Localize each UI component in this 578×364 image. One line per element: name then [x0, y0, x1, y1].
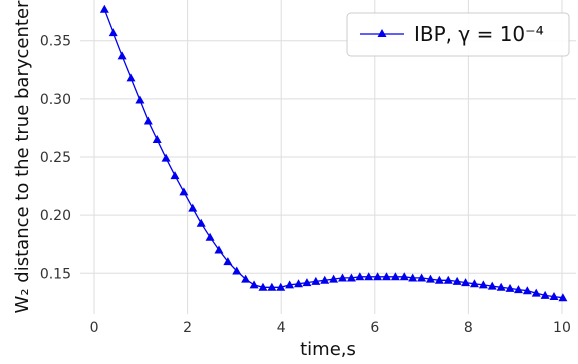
- data-point: [496, 282, 506, 291]
- data-point: [461, 278, 471, 287]
- legend-label: IBP, γ = 10⁻⁴: [414, 22, 544, 46]
- data-point: [267, 282, 277, 291]
- data-point: [258, 282, 268, 291]
- data-point: [223, 257, 233, 266]
- legend-marker-swatch: [377, 29, 387, 37]
- data-point: [338, 273, 348, 282]
- tick-labels: 0 2 4 6 8 10 0.15 0.20 0.25 0.30 0.35: [40, 34, 571, 336]
- data-point: [126, 73, 136, 82]
- data-point: [355, 272, 365, 281]
- data-point: [241, 274, 251, 283]
- y-tick-label: 0.20: [40, 208, 71, 224]
- data-point: [408, 273, 418, 282]
- data-point: [214, 245, 224, 254]
- data-point: [549, 292, 559, 301]
- x-axis-label: time,s: [300, 339, 356, 360]
- data-point: [196, 218, 206, 227]
- data-point: [188, 203, 198, 212]
- data-point: [249, 280, 259, 289]
- data-point: [179, 187, 189, 196]
- data-point: [505, 283, 515, 292]
- data-point: [531, 288, 541, 297]
- data-point: [161, 153, 171, 162]
- x-tick-label: 10: [553, 320, 571, 336]
- data-point: [540, 290, 550, 299]
- data-point: [108, 28, 118, 37]
- data-point: [417, 273, 427, 282]
- y-axis-label: W₂ distance to the true barycenter: [12, 0, 33, 313]
- x-tick-label: 4: [277, 320, 286, 336]
- data-point: [152, 135, 162, 144]
- data-point: [443, 275, 453, 284]
- data-point: [434, 275, 444, 284]
- y-tick-label: 0.30: [40, 92, 71, 108]
- data-point: [320, 275, 330, 284]
- x-tick-label: 2: [183, 320, 192, 336]
- y-tick-label: 0.15: [40, 266, 71, 282]
- data-point: [294, 279, 304, 288]
- data-point: [346, 273, 356, 282]
- data-point: [452, 276, 462, 285]
- x-tick-label: 0: [90, 320, 99, 336]
- legend-box: [346, 12, 570, 57]
- data-point: [117, 51, 127, 60]
- data-point: [364, 272, 374, 281]
- data-point: [469, 279, 479, 288]
- data-point: [285, 280, 295, 289]
- data-point: [558, 293, 568, 302]
- data-point: [487, 281, 497, 290]
- data-point: [276, 282, 286, 291]
- data-point: [205, 232, 215, 241]
- data-point: [399, 272, 409, 281]
- data-point: [232, 266, 242, 275]
- data-point: [311, 276, 321, 285]
- data-point: [381, 272, 391, 281]
- data-point: [373, 272, 383, 281]
- data-point: [99, 4, 109, 13]
- data-point: [513, 285, 523, 294]
- y-tick-label: 0.35: [40, 34, 71, 50]
- data-point: [390, 272, 400, 281]
- data-point: [302, 278, 312, 287]
- y-tick-label: 0.25: [40, 150, 71, 166]
- x-tick-label: 8: [464, 320, 473, 336]
- data-point: [170, 171, 180, 180]
- data-point: [135, 95, 145, 104]
- data-point: [425, 274, 435, 283]
- data-point: [143, 116, 153, 125]
- data-point: [522, 286, 532, 295]
- series-layer: [99, 4, 568, 302]
- data-point: [329, 274, 339, 283]
- data-point: [478, 280, 488, 289]
- x-tick-label: 6: [370, 320, 379, 336]
- legend: IBP, γ = 10⁻⁴: [346, 12, 570, 57]
